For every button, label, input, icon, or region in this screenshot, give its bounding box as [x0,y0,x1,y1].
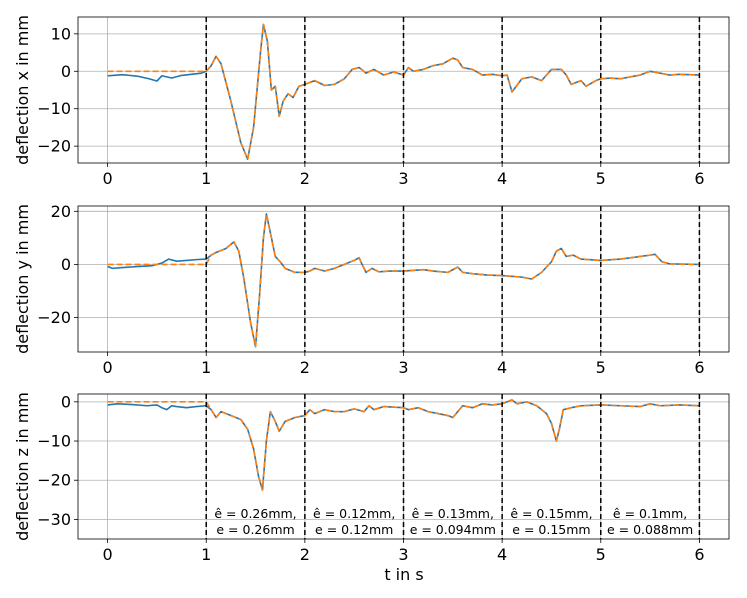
x-tick-label: 5 [596,169,606,188]
x-tick-label: 4 [497,545,507,564]
series-group [107,23,700,161]
x-tick-label: 6 [694,358,704,377]
x-tick-label: 2 [300,169,310,188]
y-axis-label: deflection y in mm [13,204,32,354]
y-tick-label: 20 [51,202,71,221]
x-tick-label: 1 [201,169,211,188]
subplot-2: 0 1 2 3 4 5 6 20 0 −20 deflection y in mm [13,202,730,377]
x-tick-label: 6 [694,169,704,188]
estimated-series-line [107,23,700,161]
y-tick-label: −20 [37,471,71,490]
subplot-1: 0 1 2 3 4 5 6 10 0 −10 −20 deflection x in mm [13,15,730,188]
x-axis-label: t in s [384,565,423,584]
subplot-3: 0 1 2 3 4 5 6 0 −10 −20 −30 deflection z in mm ê = 0… [13,392,730,564]
x-tick-label: 5 [596,358,606,377]
error-annotation-line1: ê = 0.15mm, [510,506,592,521]
x-tick-label: 0 [102,545,112,564]
y-tick-label: −20 [37,308,71,327]
error-annotation-line2: e = 0.088mm [607,522,693,537]
x-tick-label: 1 [201,545,211,564]
series-group [107,213,700,348]
y-tick-label: 0 [61,392,71,411]
error-annotation-line1: ê = 0.12mm, [313,506,395,521]
x-tick-label: 1 [201,358,211,377]
y-tick-label: −10 [37,99,71,118]
y-tick-label: −10 [37,432,71,451]
x-tick-label: 5 [596,545,606,564]
error-annotation-line2: e = 0.12mm [315,522,393,537]
error-annotation-line1: ê = 0.13mm, [412,506,494,521]
x-tick-label: 6 [694,545,704,564]
series-group [107,399,700,491]
y-axis-label: deflection z in mm [13,392,32,541]
x-tick-label: 0 [102,358,112,377]
x-tick-label: 0 [102,169,112,188]
x-tick-label: 3 [398,545,408,564]
estimated-series-line [107,213,700,348]
x-tick-label: 3 [398,169,408,188]
error-annotation-line2: e = 0.26mm [216,522,294,537]
y-tick-label: 10 [51,24,71,43]
y-tick-label: −30 [37,510,71,529]
y-tick-label: −20 [37,137,71,156]
y-tick-label: 0 [61,62,71,81]
x-tick-label: 3 [398,358,408,377]
error-annotation-line1: ê = 0.1mm, [613,506,687,521]
estimated-series-line [107,399,700,491]
y-tick-label: 0 [61,255,71,274]
error-annotation-line2: e = 0.15mm [512,522,590,537]
x-tick-label: 2 [300,358,310,377]
x-tick-label: 4 [497,358,507,377]
x-tick-label: 2 [300,545,310,564]
y-axis-label: deflection x in mm [13,15,32,165]
error-annotation-line2: e = 0.094mm [410,522,496,537]
error-annotation-line1: ê = 0.26mm, [214,506,296,521]
x-tick-label: 4 [497,169,507,188]
